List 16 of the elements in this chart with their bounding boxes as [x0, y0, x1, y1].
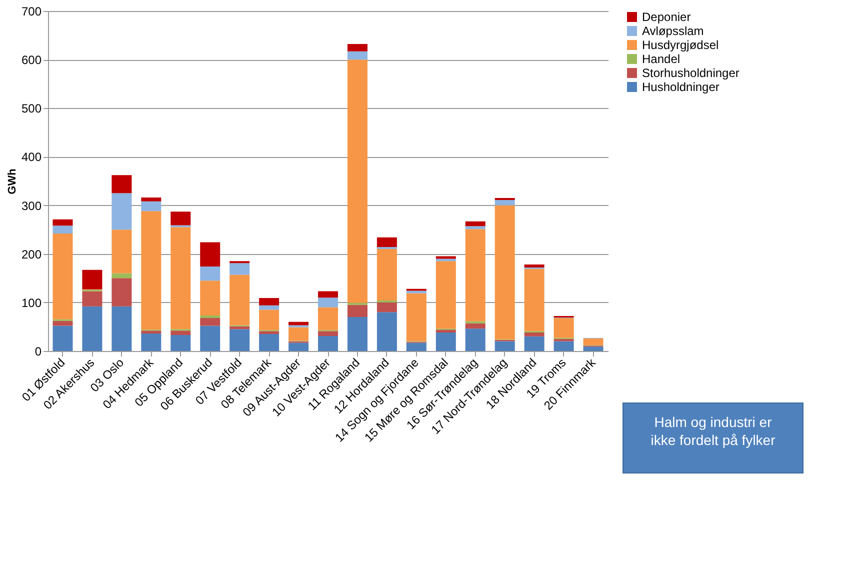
- y-tick-label: 400: [21, 150, 42, 164]
- y-tick-label: 300: [21, 198, 42, 213]
- legend-label: Avløpsslam: [642, 24, 704, 38]
- legend-label: Husdyrgjødsel: [642, 38, 719, 52]
- legend-label: Husholdninger: [642, 80, 720, 94]
- y-tick-label: 500: [21, 102, 42, 116]
- legend-label: Deponier: [642, 10, 691, 24]
- legend-label: Handel: [642, 52, 680, 66]
- y-tick-label: 700: [21, 4, 42, 18]
- y-tick-label: 200: [21, 247, 42, 262]
- y-axis-title: GWh: [6, 168, 18, 194]
- y-tick-label: 100: [21, 296, 42, 310]
- legend-label: Storhusholdninger: [642, 66, 740, 80]
- text: Halm og industri er ikke fordelt på fylker: [650, 414, 776, 448]
- y-tick-label: 0: [34, 344, 42, 358]
- y-tick-label: 600: [21, 53, 42, 68]
